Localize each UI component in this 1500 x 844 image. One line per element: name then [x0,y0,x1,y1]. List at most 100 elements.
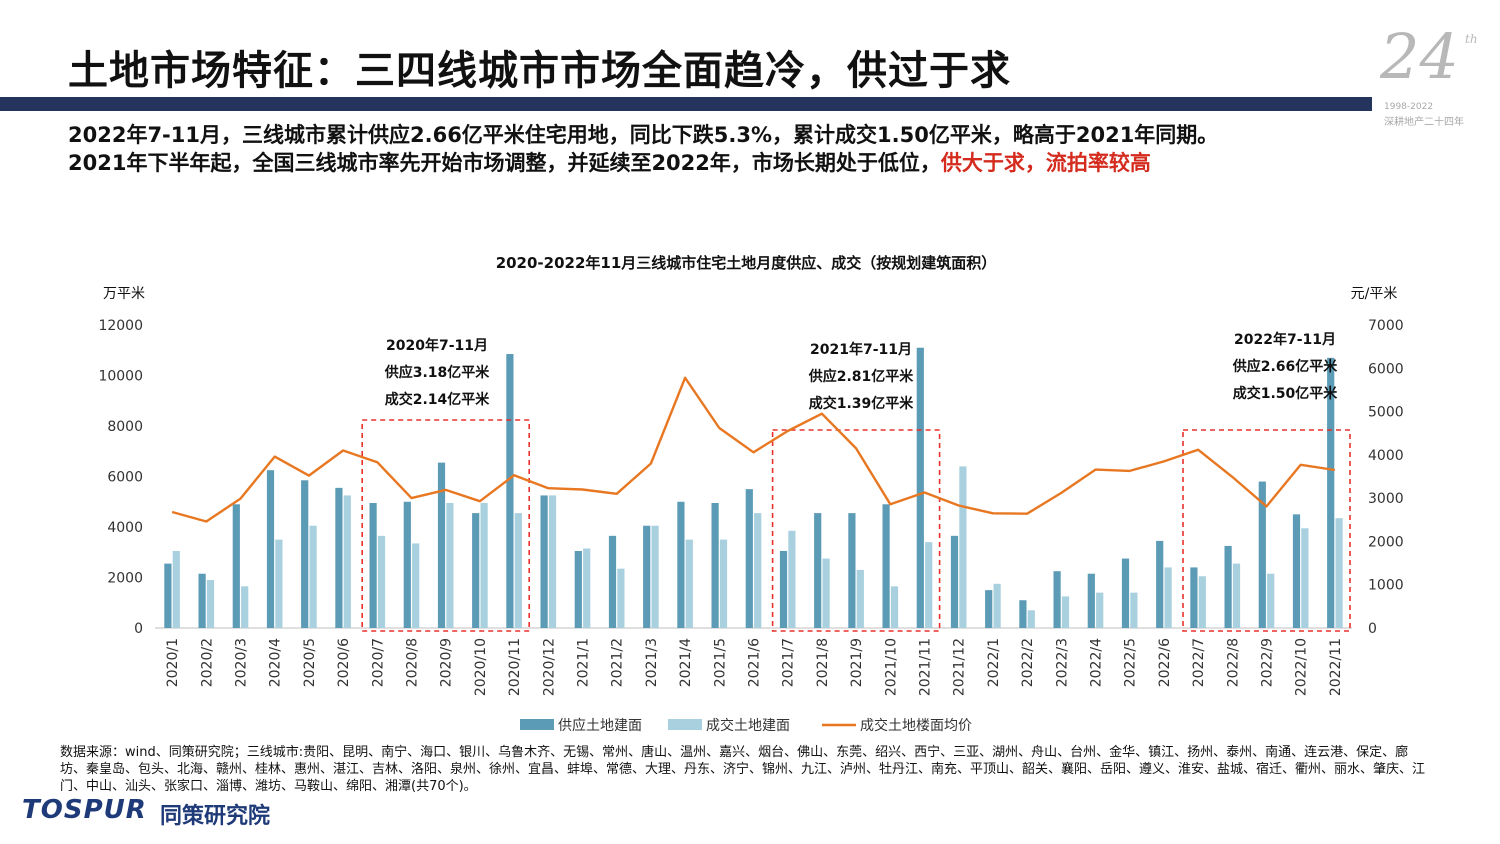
x-tick-label: 2021/3 [644,638,660,687]
x-tick-label: 2021/10 [883,638,899,696]
period-annotation-text: 成交1.50亿平米 [1233,385,1339,402]
supply-bar [437,462,446,628]
legend-swatch-supply [520,719,554,730]
x-tick-label: 2021/11 [918,638,934,696]
deal-bar [959,466,967,628]
x-tick-label: 2020/1 [165,638,181,687]
deal-bar [1130,592,1138,628]
y-right-tick-label: 4000 [1368,448,1404,464]
deal-bar [1267,573,1275,628]
summary-line-1: 2022年7-11月，三线城市累计供应2.66亿平米住宅用地，同比下跌5.3%，… [68,123,1219,147]
deal-bar [412,543,420,628]
y-left-tick-label: 0 [134,621,143,637]
x-tick-label: 2021/1 [576,638,592,687]
tospur-logo: TOSPUR [22,795,147,825]
deal-bar [172,550,180,628]
x-tick-label: 2022/11 [1328,638,1344,696]
summary-text: 2022年7-11月，三线城市累计供应2.66亿平米住宅用地，同比下跌5.3%，… [68,121,1218,177]
deal-bar [719,539,728,628]
x-tick-label: 2020/8 [405,638,421,687]
x-tick-label: 2020/11 [507,638,523,696]
supply-bar [198,573,206,628]
deal-bar [446,503,454,628]
summary-line-2: 2021年下半年起，全国三线城市率先开始市场调整，并延续至2022年，市场长期处… [68,149,1218,177]
price-line [171,376,1336,523]
summary-line-2-main: 2021年下半年起，全国三线城市率先开始市场调整，并延续至2022年，市场长期处… [68,151,941,175]
deal-bar [685,539,693,628]
supply-bar [677,501,685,628]
x-tick-label: 2022/2 [1020,638,1036,687]
x-tick-label: 2021/9 [849,638,865,687]
deal-bar [822,558,830,628]
anniversary-badge: 24 th [1380,20,1485,100]
x-tick-label: 2020/12 [541,638,557,696]
badge-suffix: th [1465,32,1478,46]
x-tick-label: 2022/7 [1191,638,1207,687]
x-tick-label: 2022/8 [1225,638,1241,687]
supply-bar [335,487,343,628]
x-tick-label: 2022/10 [1294,638,1310,696]
legend-label-deal: 成交土地建面 [706,717,790,734]
x-tick-label: 2022/4 [1089,638,1105,687]
period-annotation-text: 2021年7-11月 [810,341,912,358]
supply-bar [848,513,856,628]
y-left-tick-label: 2000 [107,571,143,587]
x-tick-label: 2020/2 [199,638,215,687]
x-tick-label: 2021/7 [781,638,797,687]
supply-bar [1292,514,1301,628]
supply-bar [1019,600,1027,628]
y-axis-right-label: 元/平米 [1351,286,1398,302]
supply-bar [574,550,582,628]
title-divider-bar [0,97,1372,111]
x-tick-label: 2022/3 [1054,638,1070,687]
badge-number: 24 [1380,20,1459,93]
supply-bar [1190,567,1198,628]
y-left-tick-label: 12000 [98,318,143,334]
supply-bar [985,590,993,628]
legend-swatch-deal [668,719,702,730]
x-tick-label: 2021/12 [952,638,968,696]
y-right-tick-label: 0 [1368,621,1377,637]
y-left-tick-label: 6000 [107,470,143,486]
badge-years: 1998-2022 [1384,102,1434,112]
y-right-tick-label: 6000 [1368,361,1404,377]
x-tick-label: 2021/5 [712,638,728,687]
deal-bar [343,495,351,628]
supply-bar [301,480,309,628]
deal-bar [890,586,899,628]
deal-bar [617,568,625,628]
y-left-tick-label: 4000 [107,520,143,536]
x-tick-label: 2020/5 [302,638,318,687]
supply-bar [369,503,377,628]
supply-bar [779,550,788,628]
supply-bar [1327,357,1335,628]
y-right-tick-label: 7000 [1368,318,1404,334]
summary-highlight: 供大于求，流拍率较高 [940,151,1151,175]
y-right-tick-label: 5000 [1368,405,1404,421]
badge-subtitle: 深耕地产二十四年 [1384,117,1464,128]
period-annotation-text: 2022年7-11月 [1234,331,1336,348]
deal-bar [206,580,215,628]
supply-bar [608,535,617,628]
supply-bar [1258,481,1266,628]
supply-bar [643,525,651,628]
y-right-tick-label: 2000 [1368,534,1404,550]
deal-bar [993,583,1001,628]
y-right-tick-label: 1000 [1368,578,1404,594]
y-left-tick-label: 10000 [98,369,143,385]
supply-bar [711,503,719,628]
period-highlight-box [361,419,531,632]
x-tick-label: 2021/6 [747,638,763,687]
deal-bar [514,513,522,628]
x-tick-label: 2022/6 [1157,638,1173,687]
deal-bar [583,548,591,628]
supply-bar [506,354,514,628]
y-right-tick-label: 3000 [1368,491,1404,507]
deal-bar [241,586,249,628]
logo-institute-name: 同策研究院 [160,804,271,829]
legend-label-price: 成交土地楼面均价 [860,717,972,734]
supply-bar [1121,558,1130,628]
x-tick-label: 2021/8 [815,638,831,687]
x-tick-label: 2022/1 [986,638,1002,687]
